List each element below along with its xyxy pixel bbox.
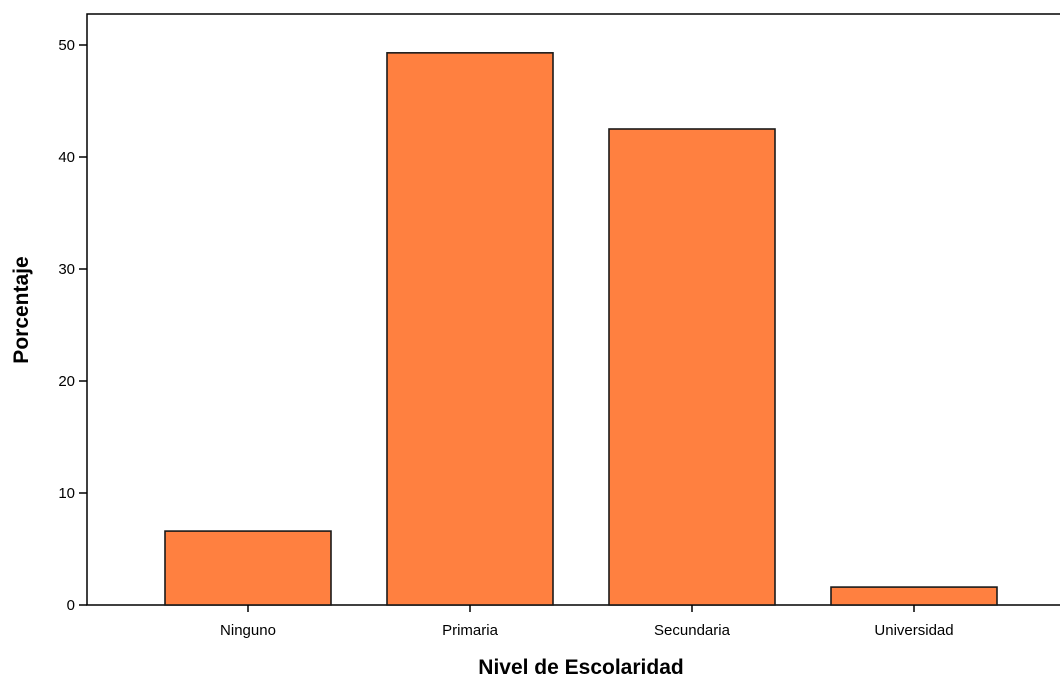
x-tick-label: Universidad xyxy=(874,622,953,639)
x-axis: Ninguno Primaria Secundaria Universidad xyxy=(220,605,954,639)
y-axis-title: Porcentaje xyxy=(10,256,33,363)
y-tick-label: 20 xyxy=(58,373,75,390)
y-tick-label: 30 xyxy=(58,261,75,278)
bar-secundaria xyxy=(608,128,776,606)
plot-frame xyxy=(86,13,1060,606)
y-tick-label: 0 xyxy=(67,597,75,614)
x-tick-label: Ninguno xyxy=(220,622,276,639)
bar-primaria xyxy=(386,52,554,606)
bar-universidad xyxy=(830,586,998,606)
bar-ninguno xyxy=(164,530,332,606)
bars-group xyxy=(164,52,998,606)
x-tick-label: Primaria xyxy=(442,622,498,639)
x-axis-title: Nivel de Escolaridad xyxy=(478,656,683,678)
y-tick-label: 10 xyxy=(58,485,75,502)
y-axis: 0 10 20 30 40 50 xyxy=(58,37,87,614)
x-tick-label: Secundaria xyxy=(654,622,731,639)
y-tick-label: 50 xyxy=(58,37,75,54)
y-tick-label: 40 xyxy=(58,149,75,166)
